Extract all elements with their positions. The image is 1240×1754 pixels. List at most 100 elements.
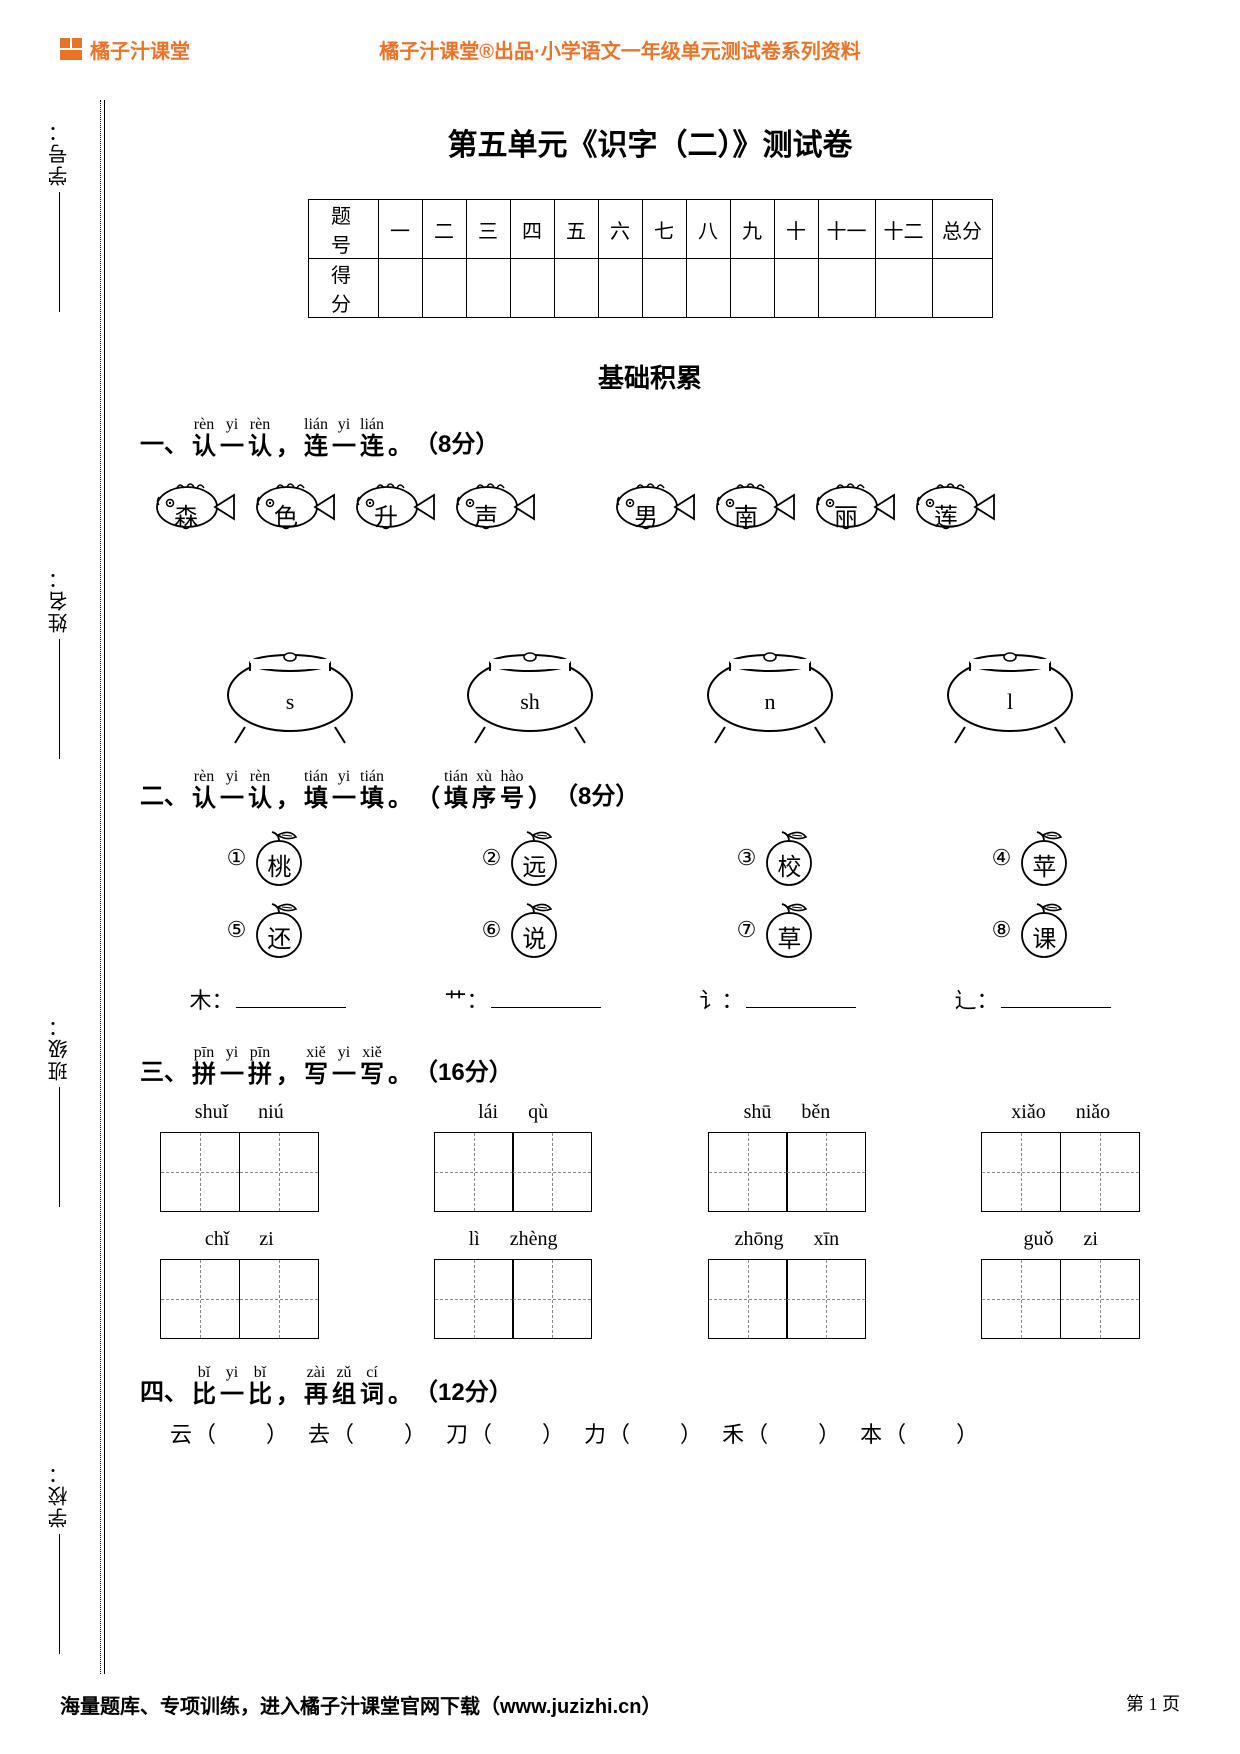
fruit-icon: 还 xyxy=(250,901,308,959)
score-table: 题 号 一 二 三 四 五 六 七 八 九 十 十一 十二 总分 得 分 xyxy=(308,199,993,318)
pot-icon: l xyxy=(930,637,1090,747)
score-cell[interactable] xyxy=(774,259,818,318)
fish-icon: 森 xyxy=(142,475,238,537)
fruit-item: ⑧课 xyxy=(992,901,1074,959)
fruit-icon: 草 xyxy=(760,901,818,959)
score-cell[interactable] xyxy=(598,259,642,318)
score-cell[interactable] xyxy=(818,259,875,318)
fish-icon: 南 xyxy=(702,475,798,537)
write-item: lìzhèng xyxy=(434,1228,593,1339)
pot-icon: sh xyxy=(450,637,610,747)
radical-row: 木： 艹： 讠： 辶： xyxy=(140,983,1160,1015)
tianzige-pair[interactable] xyxy=(160,1132,319,1212)
q2-pts: （8分） xyxy=(554,783,639,810)
q4-item[interactable]: 本（ ） xyxy=(860,1417,980,1449)
fish-icon: 色 xyxy=(242,475,338,537)
tianzige-pair[interactable] xyxy=(708,1259,867,1339)
tianzige-pair[interactable] xyxy=(981,1132,1140,1212)
main-content: 第五单元《识字（二）》测试卷 题 号 一 二 三 四 五 六 七 八 九 十 十… xyxy=(140,110,1160,1664)
score-cell[interactable] xyxy=(422,259,466,318)
score-cell[interactable] xyxy=(554,259,598,318)
pot-row: sshnl xyxy=(140,637,1160,747)
fruit-icon: 校 xyxy=(760,829,818,887)
write-row: chǐzi lìzhèng zhōngxīn guǒzi xyxy=(140,1228,1160,1339)
q4-line: 四、bǐ比yi一bǐ比 ，zài再zǔ组cí词 。（12分） xyxy=(140,1365,1160,1407)
score-col: 四 xyxy=(510,200,554,259)
score-cell[interactable] xyxy=(378,259,422,318)
score-col: 十二 xyxy=(875,200,932,259)
radical-blank[interactable]: 讠： xyxy=(699,983,855,1015)
footer: 海量题库、专项训练，进入橘子汁课堂官网下载（www.juzizhi.cn） 第 … xyxy=(60,1690,1180,1719)
radical-blank[interactable]: 艹： xyxy=(444,983,600,1015)
tianzige-pair[interactable] xyxy=(434,1259,593,1339)
side-label: 学号： xyxy=(45,120,85,312)
fruit-item: ②远 xyxy=(482,829,564,887)
pot-icon: n xyxy=(690,637,850,747)
fruit-icon: 课 xyxy=(1015,901,1073,959)
fish-icon: 丽 xyxy=(802,475,898,537)
fish-row: 森色升声男南丽莲 xyxy=(140,475,1160,537)
write-item: zhōngxīn xyxy=(708,1228,867,1339)
write-item: shuǐniú xyxy=(160,1101,319,1212)
side-label-text: 班级： xyxy=(49,1015,71,1081)
q4-item[interactable]: 禾（ ） xyxy=(722,1417,842,1449)
q3-line: 三、pīn拼yi一pīn拼 ，xiě写yi一xiě写 。（16分） xyxy=(140,1045,1160,1087)
side-label-text: 学校： xyxy=(49,1462,71,1528)
score-col: 六 xyxy=(598,200,642,259)
score-cell[interactable] xyxy=(932,259,992,318)
score-cell[interactable] xyxy=(510,259,554,318)
tianzige-pair[interactable] xyxy=(708,1132,867,1212)
q2-line: 二、rèn认yi一rèn认 ，tián填yi一tián填 。 （tián填xù序… xyxy=(140,769,1160,811)
q1-pts: （8分） xyxy=(414,431,499,458)
fruit-item: ⑥说 xyxy=(482,901,564,959)
tianzige-pair[interactable] xyxy=(981,1259,1140,1339)
cut-line-solid xyxy=(104,100,105,1674)
fruit-row: ⑤还⑥说⑦草⑧课 xyxy=(140,901,1160,959)
fish-icon: 升 xyxy=(342,475,438,537)
fish-icon: 男 xyxy=(602,475,698,537)
q4-item[interactable]: 云（ ） xyxy=(170,1417,290,1449)
score-col: 七 xyxy=(642,200,686,259)
table-row: 得 分 xyxy=(308,259,992,318)
q4-pts: （12分） xyxy=(414,1379,513,1406)
q1-num: 一、 xyxy=(140,424,188,459)
score-cell[interactable] xyxy=(730,259,774,318)
fruit-icon: 桃 xyxy=(250,829,308,887)
side-label: 姓名： xyxy=(45,567,85,759)
pot-icon: s xyxy=(210,637,370,747)
score-col: 九 xyxy=(730,200,774,259)
radical-blank[interactable]: 木： xyxy=(189,983,345,1015)
page-title: 第五单元《识字（二）》测试卷 xyxy=(140,120,1160,164)
side-label: 班级： xyxy=(45,1015,85,1207)
side-label-text: 姓名： xyxy=(49,567,71,633)
score-table-head: 题 号 xyxy=(308,200,378,259)
score-col: 三 xyxy=(466,200,510,259)
tianzige-pair[interactable] xyxy=(434,1132,593,1212)
score-cell[interactable] xyxy=(642,259,686,318)
cut-line-dotted xyxy=(100,100,101,1674)
q4-item[interactable]: 去（ ） xyxy=(308,1417,428,1449)
radical-blank[interactable]: 辶： xyxy=(954,983,1110,1015)
table-row: 题 号 一 二 三 四 五 六 七 八 九 十 十一 十二 总分 xyxy=(308,200,992,259)
fruit-item: ⑤还 xyxy=(227,901,309,959)
score-cell[interactable] xyxy=(686,259,730,318)
tianzige-pair[interactable] xyxy=(160,1259,319,1339)
fruit-item: ③校 xyxy=(737,829,819,887)
score-col: 十一 xyxy=(818,200,875,259)
footer-text: 海量题库、专项训练，进入橘子汁课堂官网下载（www.juzizhi.cn） xyxy=(60,1696,661,1718)
write-row: shuǐniú láiqù shūběn xiǎoniǎo xyxy=(140,1101,1160,1212)
score-cell[interactable] xyxy=(466,259,510,318)
q3-pts: （16分） xyxy=(414,1059,513,1086)
write-item: láiqù xyxy=(434,1101,593,1212)
fruit-icon: 苹 xyxy=(1015,829,1073,887)
q3-num: 三、 xyxy=(140,1052,188,1087)
q1-line: 一、rèn认yi一rèn认 ，lián连yi一lián连 。（8分） xyxy=(140,417,1160,459)
score-table-head: 得 分 xyxy=(308,259,378,318)
top-header: 橘子汁课堂 橘子汁课堂®出品·小学语文一年级单元测试卷系列资料 xyxy=(60,35,1180,65)
q4-num: 四、 xyxy=(140,1372,188,1407)
q4-item[interactable]: 力（ ） xyxy=(584,1417,704,1449)
side-label-text: 学号： xyxy=(49,120,71,186)
score-cell[interactable] xyxy=(875,259,932,318)
q4-item[interactable]: 刀（ ） xyxy=(446,1417,566,1449)
write-item: xiǎoniǎo xyxy=(981,1101,1140,1212)
